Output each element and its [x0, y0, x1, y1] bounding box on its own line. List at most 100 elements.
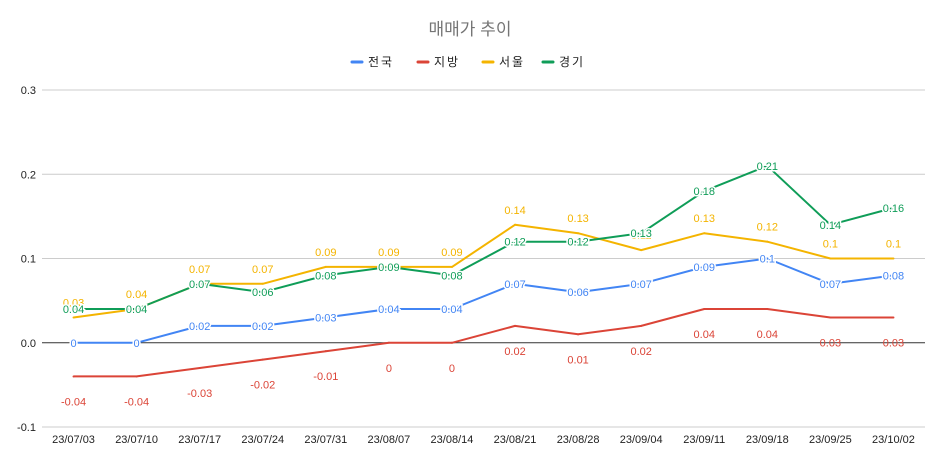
data-label: 0.09 [378, 262, 399, 274]
data-label: 0.08 [441, 270, 462, 282]
data-label: 0.04 [126, 304, 147, 316]
data-label: 0.09 [315, 247, 336, 259]
data-point [261, 324, 264, 327]
data-point [892, 274, 895, 277]
data-point [829, 257, 832, 260]
data-point [450, 341, 453, 344]
data-point [514, 223, 517, 226]
y-tick-label: 0.3 [21, 85, 36, 97]
x-tick-label: 23/08/21 [494, 434, 537, 446]
x-tick-label: 23/08/14 [431, 434, 474, 446]
data-label: 0.04 [378, 304, 399, 316]
x-tick-label: 23/09/25 [809, 434, 852, 446]
data-label: 0.02 [504, 346, 525, 358]
data-label: 0.01 [567, 354, 588, 366]
data-point [703, 232, 706, 235]
data-label: 0.02 [630, 346, 651, 358]
data-label: 0.06 [252, 287, 273, 299]
data-point [324, 316, 327, 319]
data-point [450, 308, 453, 311]
data-label: 0.21 [757, 161, 778, 173]
data-point [387, 341, 390, 344]
data-label: -0.01 [313, 371, 338, 383]
data-label: 0.14 [820, 220, 841, 232]
chart-title: 매매가 추이 [429, 20, 512, 39]
data-label: 0.03 [315, 312, 336, 324]
x-tick-label: 23/09/04 [620, 434, 663, 446]
legend-label: 지방 [434, 55, 460, 69]
data-label: 0.18 [694, 186, 715, 198]
data-label: 0.02 [252, 321, 273, 333]
data-label: 0.04 [757, 329, 778, 341]
data-label: 0.07 [630, 279, 651, 291]
data-point [829, 282, 832, 285]
data-label: 0.07 [189, 279, 210, 291]
data-point [198, 282, 201, 285]
data-label: 0.12 [757, 222, 778, 234]
y-axis-ticks: -0.1 0.0 0.1 0.2 0.3 [17, 85, 36, 434]
data-label: 0.12 [504, 237, 525, 249]
data-label: 0.09 [441, 247, 462, 259]
data-point [72, 375, 75, 378]
series-lines [72, 164, 895, 378]
series-line-3 [73, 164, 894, 310]
x-tick-label: 23/07/10 [115, 434, 158, 446]
data-point [766, 164, 769, 167]
data-label: 0.16 [883, 203, 904, 215]
data-point [829, 316, 832, 319]
data-point [135, 341, 138, 344]
data-point [703, 190, 706, 193]
data-point [577, 240, 580, 243]
series-line-1 [73, 308, 894, 378]
x-tick-label: 23/09/18 [746, 434, 789, 446]
data-point [577, 291, 580, 294]
x-tick-label: 23/09/11 [683, 434, 725, 446]
data-point [72, 316, 75, 319]
y-tick-label: -0.1 [17, 422, 36, 434]
data-label: 0.07 [504, 279, 525, 291]
data-point [514, 282, 517, 285]
data-label: 0.04 [63, 304, 84, 316]
data-label: 0.04 [441, 304, 462, 316]
data-point [450, 265, 453, 268]
data-point [261, 282, 264, 285]
data-point [640, 249, 643, 252]
data-point [324, 350, 327, 353]
data-label: 0.04 [126, 289, 147, 301]
data-label: 0.09 [378, 247, 399, 259]
x-tick-label: 23/07/31 [304, 434, 347, 446]
data-label: 0.07 [189, 264, 210, 276]
data-point [577, 333, 580, 336]
legend-label: 전국 [368, 55, 394, 69]
x-tick-label: 23/10/02 [872, 434, 915, 446]
x-tick-label: 23/08/07 [367, 434, 410, 446]
data-label: 0.09 [694, 262, 715, 274]
legend: 전국 지방 서울 경기 [350, 55, 585, 69]
y-tick-label: 0.1 [21, 254, 36, 266]
data-point [577, 232, 580, 235]
data-point [324, 265, 327, 268]
x-axis-ticks: 23/07/03 23/07/10 23/07/17 23/07/24 23/07/31… [52, 434, 915, 446]
data-point [640, 324, 643, 327]
data-label: -0.04 [61, 396, 86, 408]
data-label: 0.13 [567, 213, 588, 225]
data-point [387, 265, 390, 268]
x-tick-label: 23/07/17 [178, 434, 221, 446]
data-point [892, 316, 895, 319]
y-tick-label: 0.0 [21, 338, 36, 350]
series-line-0 [73, 257, 894, 344]
data-labels: 0 00.02 0.020.030.04 0.040.070.060.070.090.… [61, 159, 906, 408]
data-point [703, 265, 706, 268]
legend-label: 경기 [559, 55, 585, 69]
data-point [387, 308, 390, 311]
legend-label: 서울 [499, 55, 525, 69]
data-label: 0 [449, 363, 455, 375]
data-point [72, 308, 75, 311]
data-label: 0.1 [823, 239, 838, 251]
data-label: 0.02 [189, 321, 210, 333]
data-point [198, 367, 201, 370]
data-point [514, 240, 517, 243]
data-point [72, 341, 75, 344]
x-tick-label: 23/07/03 [52, 434, 95, 446]
